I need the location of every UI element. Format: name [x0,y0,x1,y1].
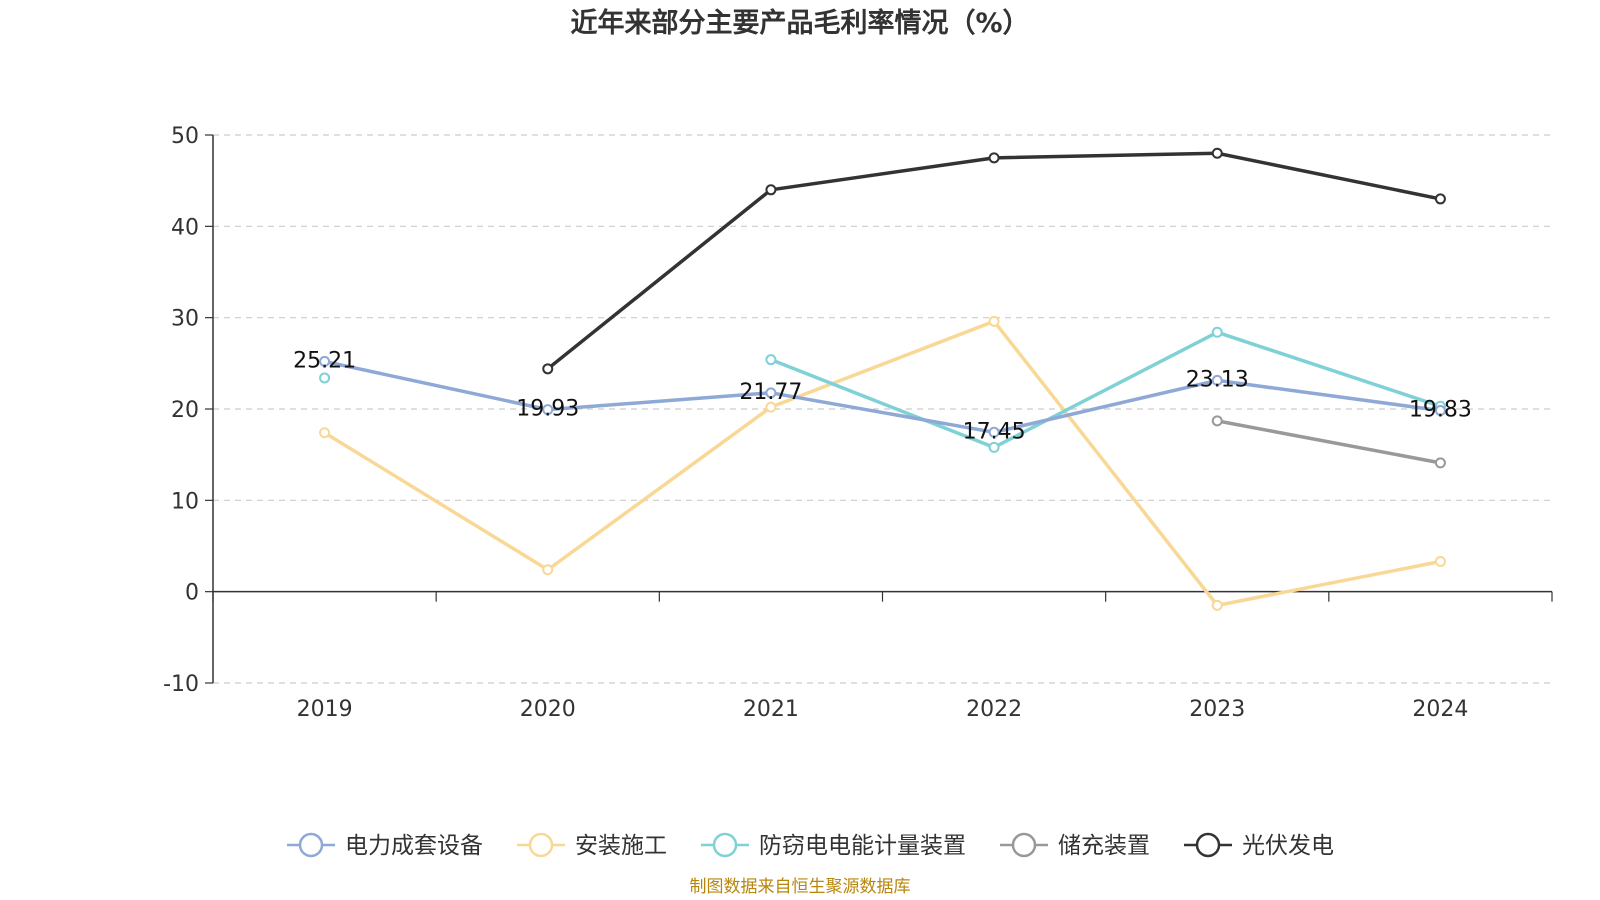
legend-item: 光伏发电 [1184,832,1334,859]
legend-item: 安装施工 [517,832,667,859]
y-tick-label: 40 [171,215,199,240]
series-3 [1211,415,1446,469]
legend-label: 电力成套设备 [345,833,483,859]
legend-label: 防窃电电能计量装置 [759,833,966,859]
series-1 [319,315,1446,611]
data-point [1211,415,1223,427]
data-point [765,354,777,366]
legend-item: 防窃电电能计量装置 [701,832,966,859]
legend-marker [1011,832,1037,858]
y-tick-label: 50 [171,124,199,149]
data-point [988,441,1000,453]
legend-item: 储充装置 [1000,832,1150,859]
data-point [1211,147,1223,159]
data-point [319,372,331,384]
x-tick-label: 2022 [966,697,1022,722]
data-point [1211,374,1223,386]
data-point [988,315,1000,327]
y-tick-label: 30 [171,307,199,332]
data-labels: 25.21 19.93 21.77 17.45 23.13 19.83 [293,348,1472,444]
data-point [542,363,554,375]
data-point [765,387,777,399]
axes: -10 0 10 20 30 40 50 2019 2020 2021 2022 2023 2024 [163,124,1553,722]
x-tick-label: 2024 [1412,697,1468,722]
y-tick-label: -10 [163,672,199,697]
data-label: 17.45 [963,419,1026,444]
legend-marker [1195,832,1221,858]
data-point [1211,599,1223,611]
data-point [542,564,554,576]
data-point [319,355,331,367]
data-point [542,404,554,416]
legend-label: 光伏发电 [1242,833,1334,859]
data-point [1434,193,1446,205]
series-line [1216,419,1441,465]
x-tick-label: 2020 [520,697,576,722]
series-0 [319,355,1446,438]
y-tick-label: 10 [171,489,199,514]
legend: 电力成套设备 安装施工 防窃电电能计量装置 储充装置 光伏发电 [287,832,1334,859]
data-point [988,426,1000,438]
chart-title: 近年来部分主要产品毛利率情况（%） [570,7,1029,39]
series-group [319,147,1446,611]
legend-marker [298,832,324,858]
data-point [1434,457,1446,469]
source-note: 制图数据来自恒生聚源数据库 [690,877,911,897]
data-point [1434,405,1446,417]
data-label: 21.77 [739,380,802,405]
series-line [770,330,1441,450]
data-point [1434,556,1446,568]
legend-marker [528,832,554,858]
legend-marker [712,832,738,858]
data-point [765,401,777,413]
y-tick-label: 20 [171,398,199,423]
legend-label: 储充装置 [1058,833,1150,859]
series-line [323,319,1441,608]
data-label: 19.83 [1409,398,1472,423]
series-4 [542,147,1446,375]
data-point [988,152,1000,164]
data-label: 23.13 [1186,367,1249,392]
x-tick-label: 2019 [297,697,353,722]
data-point [1211,326,1223,338]
data-point [765,184,777,196]
legend-label: 安装施工 [575,833,667,859]
x-tick-label: 2023 [1189,697,1245,722]
series-line [324,359,1441,435]
series-line [546,151,1441,371]
data-label: 19.93 [516,397,579,422]
y-tick-label: 0 [185,581,199,606]
legend-item: 电力成套设备 [287,832,483,859]
x-tick-label: 2021 [743,697,799,722]
data-label: 25.21 [293,348,356,373]
data-point [319,427,331,439]
